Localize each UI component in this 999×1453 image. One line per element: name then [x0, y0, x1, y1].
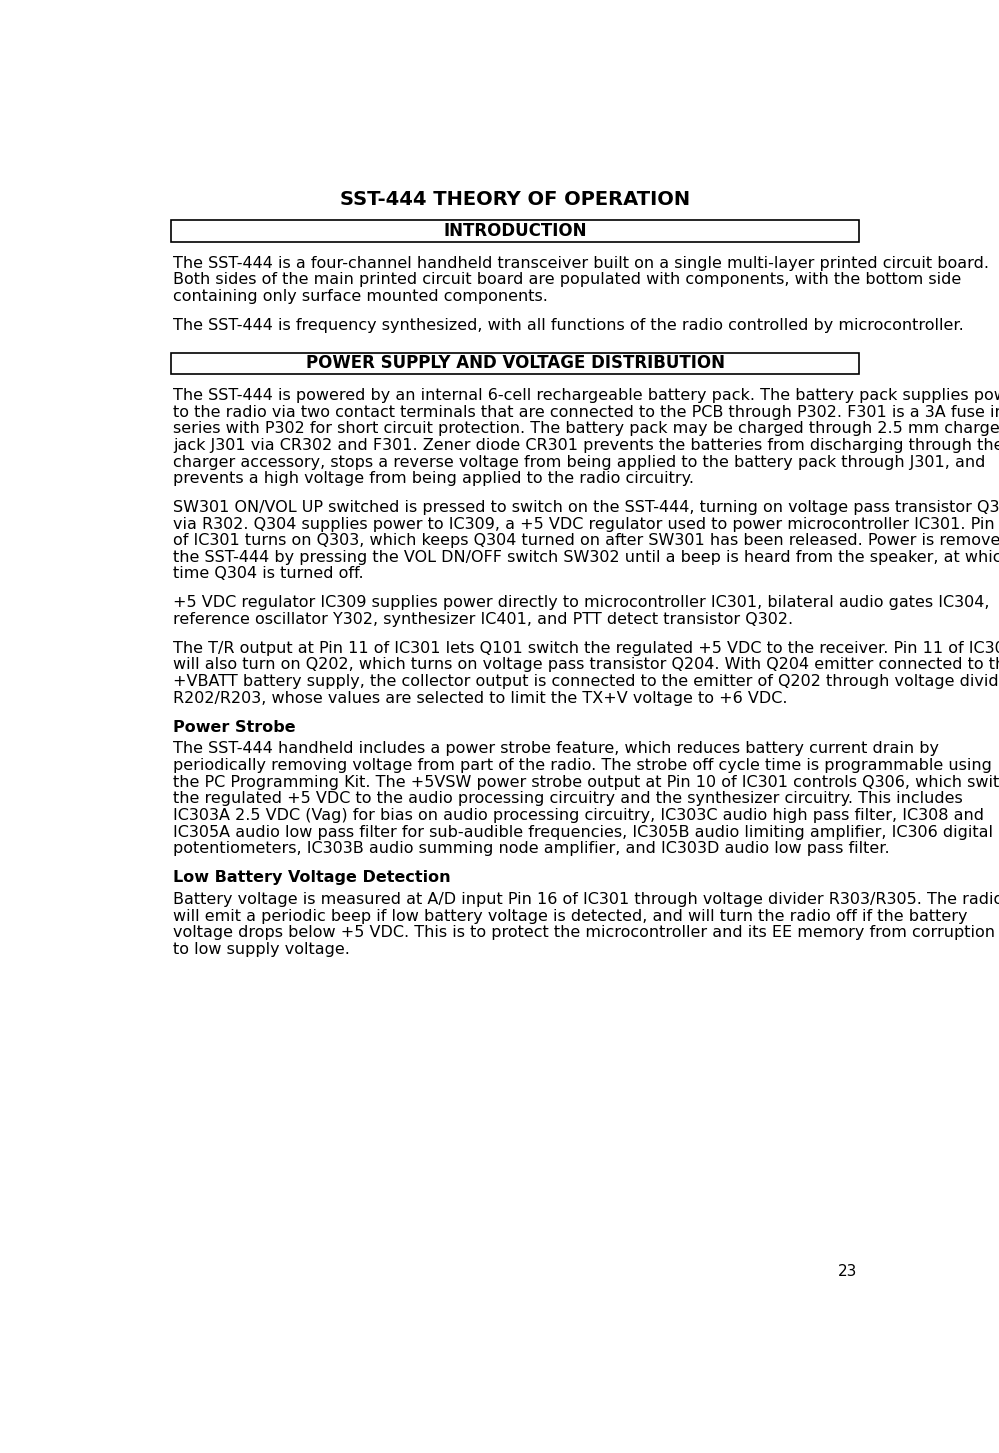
Text: prevents a high voltage from being applied to the radio circuitry.: prevents a high voltage from being appli…	[173, 471, 694, 487]
Text: jack J301 via CR302 and F301. Zener diode CR301 prevents the batteries from disc: jack J301 via CR302 and F301. Zener diod…	[173, 437, 999, 453]
Text: IC303A 2.5 VDC (Vag) for bias on audio processing circuitry, IC303C audio high p: IC303A 2.5 VDC (Vag) for bias on audio p…	[173, 808, 984, 822]
Text: the SST-444 by pressing the VOL DN/OFF switch SW302 until a beep is heard from t: the SST-444 by pressing the VOL DN/OFF s…	[173, 549, 999, 565]
Text: The SST-444 is frequency synthesized, with all functions of the radio controlled: The SST-444 is frequency synthesized, wi…	[173, 318, 964, 333]
Text: containing only surface mounted components.: containing only surface mounted componen…	[173, 289, 547, 304]
Text: R202/R203, whose values are selected to limit the TX+V voltage to +6 VDC.: R202/R203, whose values are selected to …	[173, 690, 787, 706]
Text: SW301 ON/VOL UP switched is pressed to switch on the SST-444, turning on voltage: SW301 ON/VOL UP switched is pressed to s…	[173, 500, 999, 514]
Text: The SST-444 is powered by an internal 6-cell rechargeable battery pack. The batt: The SST-444 is powered by an internal 6-…	[173, 388, 999, 402]
Text: Power Strobe: Power Strobe	[173, 719, 296, 735]
Text: of IC301 turns on Q303, which keeps Q304 turned on after SW301 has been released: of IC301 turns on Q303, which keeps Q304…	[173, 533, 999, 548]
Text: Low Battery Voltage Detection: Low Battery Voltage Detection	[173, 870, 451, 885]
Text: the regulated +5 VDC to the audio processing circuitry and the synthesizer circu: the regulated +5 VDC to the audio proces…	[173, 792, 963, 806]
Text: Battery voltage is measured at A/D input Pin 16 of IC301 through voltage divider: Battery voltage is measured at A/D input…	[173, 892, 999, 907]
Text: the PC Programming Kit. The +5VSW power strobe output at Pin 10 of IC301 control: the PC Programming Kit. The +5VSW power …	[173, 774, 999, 789]
Text: series with P302 for short circuit protection. The battery pack may be charged t: series with P302 for short circuit prote…	[173, 421, 999, 436]
Text: voltage drops below +5 VDC. This is to protect the microcontroller and its EE me: voltage drops below +5 VDC. This is to p…	[173, 926, 999, 940]
Text: INTRODUCTION: INTRODUCTION	[444, 222, 586, 240]
Text: +VBATT battery supply, the collector output is connected to the emitter of Q202 : +VBATT battery supply, the collector out…	[173, 674, 999, 689]
Text: potentiometers, IC303B audio summing node amplifier, and IC303D audio low pass f: potentiometers, IC303B audio summing nod…	[173, 841, 889, 856]
Bar	[172, 353, 859, 375]
Text: 23: 23	[838, 1264, 857, 1279]
Bar	[172, 219, 859, 241]
Text: will emit a periodic beep if low battery voltage is detected, and will turn the : will emit a periodic beep if low battery…	[173, 908, 967, 924]
Text: via R302. Q304 supplies power to IC309, a +5 VDC regulator used to power microco: via R302. Q304 supplies power to IC309, …	[173, 517, 999, 532]
Text: +5 VDC regulator IC309 supplies power directly to microcontroller IC301, bilater: +5 VDC regulator IC309 supplies power di…	[173, 596, 989, 610]
Text: time Q304 is turned off.: time Q304 is turned off.	[173, 567, 364, 581]
Text: will also turn on Q202, which turns on voltage pass transistor Q204. With Q204 e: will also turn on Q202, which turns on v…	[173, 657, 999, 673]
Text: periodically removing voltage from part of the radio. The strobe off cycle time : periodically removing voltage from part …	[173, 758, 992, 773]
Text: IC305A audio low pass filter for sub-audible frequencies, IC305B audio limiting : IC305A audio low pass filter for sub-aud…	[173, 824, 993, 840]
Text: Both sides of the main printed circuit board are populated with components, with: Both sides of the main printed circuit b…	[173, 272, 961, 288]
Text: to low supply voltage.: to low supply voltage.	[173, 942, 350, 956]
Text: The SST-444 handheld includes a power strobe feature, which reduces battery curr: The SST-444 handheld includes a power st…	[173, 741, 939, 757]
Text: The SST-444 is a four-channel handheld transceiver built on a single multi-layer: The SST-444 is a four-channel handheld t…	[173, 256, 989, 270]
Text: reference oscillator Y302, synthesizer IC401, and PTT detect transistor Q302.: reference oscillator Y302, synthesizer I…	[173, 612, 793, 626]
Text: SST-444 THEORY OF OPERATION: SST-444 THEORY OF OPERATION	[340, 190, 690, 209]
Text: The T/R output at Pin 11 of IC301 lets Q101 switch the regulated +5 VDC to the r: The T/R output at Pin 11 of IC301 lets Q…	[173, 641, 999, 655]
Text: POWER SUPPLY AND VOLTAGE DISTRIBUTION: POWER SUPPLY AND VOLTAGE DISTRIBUTION	[306, 355, 724, 372]
Text: to the radio via two contact terminals that are connected to the PCB through P30: to the radio via two contact terminals t…	[173, 405, 999, 420]
Text: charger accessory, stops a reverse voltage from being applied to the battery pac: charger accessory, stops a reverse volta…	[173, 455, 985, 469]
